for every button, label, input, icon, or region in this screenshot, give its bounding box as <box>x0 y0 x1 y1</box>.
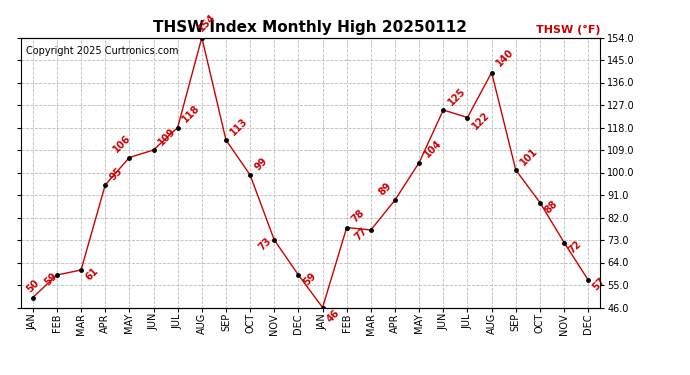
Text: 50: 50 <box>24 278 41 295</box>
Text: 77: 77 <box>353 226 369 243</box>
Text: 118: 118 <box>181 103 202 125</box>
Text: Copyright 2025 Curtronics.com: Copyright 2025 Curtronics.com <box>26 46 179 56</box>
Text: 73: 73 <box>256 236 273 252</box>
Text: 125: 125 <box>446 86 468 107</box>
Text: 72: 72 <box>567 238 584 255</box>
Text: 95: 95 <box>108 166 125 182</box>
Text: 59: 59 <box>302 271 318 288</box>
Text: 78: 78 <box>350 208 366 225</box>
Text: 122: 122 <box>471 110 492 131</box>
Text: 101: 101 <box>519 146 540 167</box>
Text: 61: 61 <box>84 266 101 282</box>
Text: 106: 106 <box>111 134 132 155</box>
Text: THSW (°F): THSW (°F) <box>536 25 600 35</box>
Text: 140: 140 <box>495 47 516 68</box>
Text: 113: 113 <box>229 116 250 137</box>
Text: 88: 88 <box>543 198 560 215</box>
Text: 89: 89 <box>377 180 394 197</box>
Text: 46: 46 <box>326 308 342 324</box>
Text: 154: 154 <box>196 12 217 33</box>
Text: 109: 109 <box>157 126 178 147</box>
Title: THSW Index Monthly High 20250112: THSW Index Monthly High 20250112 <box>153 20 468 35</box>
Text: 59: 59 <box>43 271 59 288</box>
Text: 57: 57 <box>591 276 608 292</box>
Text: 104: 104 <box>422 138 444 160</box>
Text: 99: 99 <box>253 156 270 172</box>
